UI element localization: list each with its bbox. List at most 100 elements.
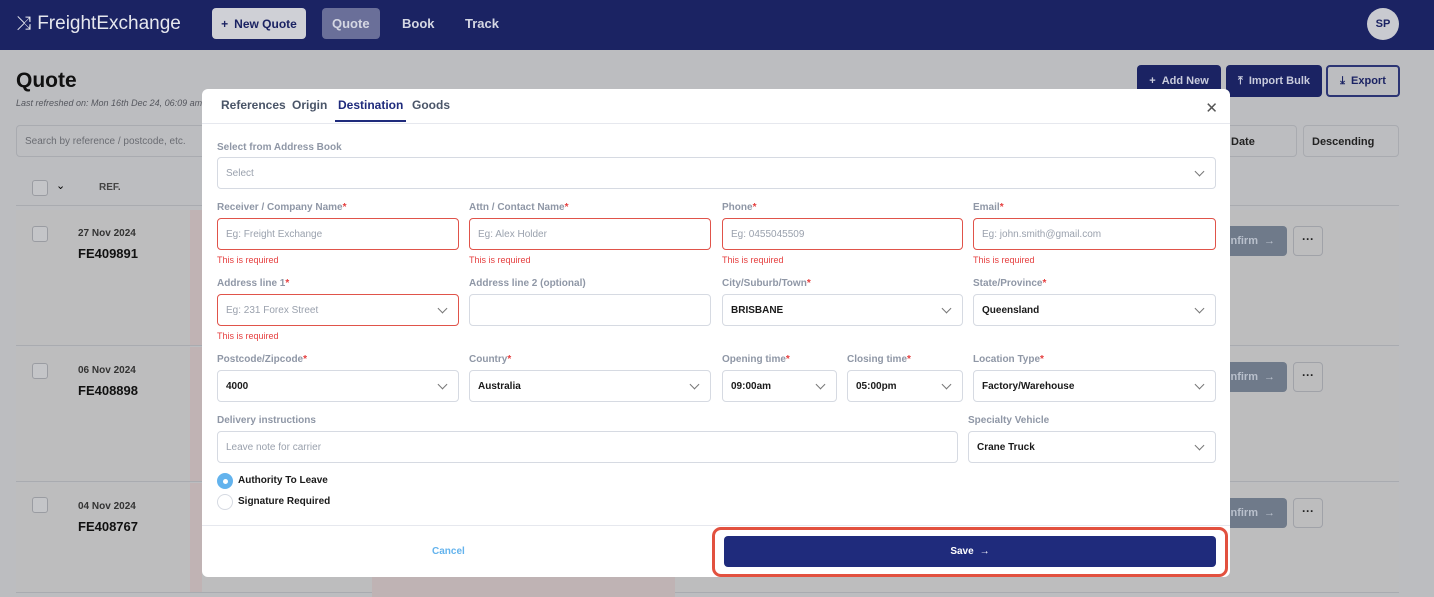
address-book-label: Select from Address Book xyxy=(217,142,342,153)
chevron-down-icon xyxy=(1194,166,1205,176)
plus-icon: + xyxy=(1149,75,1156,87)
more-button[interactable]: ··· xyxy=(1293,362,1323,392)
import-bulk-button[interactable]: ⤒ Import Bulk xyxy=(1226,65,1322,97)
company-label: Receiver / Company Name* xyxy=(217,202,347,213)
status-band xyxy=(372,577,675,597)
chevron-down-icon xyxy=(1194,303,1205,313)
signature-required-radio[interactable] xyxy=(217,494,233,510)
address2-label: Address line 2 (optional) xyxy=(469,278,586,289)
upload-icon: ⤒ xyxy=(1238,74,1243,87)
address1-label: Address line 1* xyxy=(217,278,290,289)
arrow-right-icon: → xyxy=(1264,371,1275,383)
opening-label: Opening time* xyxy=(722,354,790,365)
tab-origin[interactable]: Origin xyxy=(292,98,328,112)
city-label: City/Suburb/Town* xyxy=(722,278,811,289)
modal-footer-divider xyxy=(202,525,1230,526)
plus-icon: + xyxy=(221,16,229,31)
location-type-select[interactable]: Factory/Warehouse xyxy=(973,370,1216,402)
select-all-checkbox[interactable] xyxy=(32,180,48,196)
state-select[interactable]: Queensland xyxy=(973,294,1216,326)
more-button[interactable]: ··· xyxy=(1293,226,1323,256)
authority-to-leave-radio[interactable] xyxy=(217,473,233,489)
state-label: State/Province* xyxy=(973,278,1047,289)
nav-track[interactable]: Track xyxy=(465,16,499,31)
col-ref: REF. xyxy=(99,182,121,193)
opening-time-select[interactable]: 09:00am xyxy=(722,370,837,402)
more-button[interactable]: ··· xyxy=(1293,498,1323,528)
modal-tabs: References Origin Destination Goods ✕ xyxy=(202,89,1230,124)
company-name-input[interactable]: Eg: Freight Exchange xyxy=(217,218,459,250)
row-ref: FE408898 xyxy=(78,383,138,398)
company-error: This is required xyxy=(217,255,279,265)
chevron-down-icon xyxy=(815,379,826,389)
row-checkbox[interactable] xyxy=(32,497,48,513)
postcode-label: Postcode/Zipcode* xyxy=(217,354,308,365)
contact-error: This is required xyxy=(469,255,531,265)
contact-label: Attn / Contact Name* xyxy=(469,202,569,213)
chevron-down-icon xyxy=(1194,440,1205,450)
closing-label: Closing time* xyxy=(847,354,911,365)
logo[interactable]: ⤨ FreightExchange xyxy=(16,13,181,34)
row-ref: FE409891 xyxy=(78,246,138,261)
chevron-down-icon xyxy=(437,303,448,313)
page-title: Quote xyxy=(16,69,77,92)
save-button[interactable]: Save → xyxy=(724,536,1216,567)
country-select[interactable]: Australia xyxy=(469,370,711,402)
tab-destination[interactable]: Destination xyxy=(335,98,407,122)
chevron-down-icon xyxy=(941,303,952,313)
location-type-label: Location Type* xyxy=(973,354,1044,365)
address1-error: This is required xyxy=(217,331,279,341)
phone-error: This is required xyxy=(722,255,784,265)
row-date: 06 Nov 2024 xyxy=(78,365,136,376)
shuffle-icon: ⤨ xyxy=(16,13,32,34)
email-input[interactable]: Eg: john.smith@gmail.com xyxy=(973,218,1216,250)
close-icon[interactable]: ✕ xyxy=(1205,100,1218,117)
specialty-vehicle-select[interactable]: Crane Truck xyxy=(968,431,1216,463)
avatar[interactable]: SP xyxy=(1367,8,1399,40)
arrow-right-icon: → xyxy=(1264,507,1275,519)
chevron-down-icon xyxy=(1194,379,1205,389)
phone-label: Phone* xyxy=(722,202,757,213)
address-book-select[interactable]: Select xyxy=(217,157,1216,189)
status-strip xyxy=(190,483,202,592)
address-line2-input[interactable] xyxy=(469,294,711,326)
chevron-down-icon xyxy=(941,379,952,389)
download-icon: ⤓ xyxy=(1340,74,1346,87)
destination-modal: References Origin Destination Goods ✕ Se… xyxy=(202,89,1230,577)
cancel-button[interactable]: Cancel xyxy=(432,546,465,557)
delivery-instructions-input[interactable]: Leave note for carrier xyxy=(217,431,958,463)
authority-to-leave-label[interactable]: Authority To Leave xyxy=(238,475,328,486)
chevron-down-icon[interactable]: ⌄ xyxy=(56,180,66,192)
city-select[interactable]: BRISBANE xyxy=(722,294,963,326)
tab-goods[interactable]: Goods xyxy=(412,98,450,112)
country-label: Country* xyxy=(469,354,512,365)
email-label: Email* xyxy=(973,202,1004,213)
top-nav: ⤨ FreightExchange + New Quote Quote Book T… xyxy=(0,0,1434,50)
new-quote-button[interactable]: + New Quote xyxy=(212,8,306,39)
row-checkbox[interactable] xyxy=(32,226,48,242)
phone-input[interactable]: Eg: 0455045509 xyxy=(722,218,963,250)
status-strip xyxy=(190,210,202,345)
export-button[interactable]: ⤓ Export xyxy=(1326,65,1400,97)
tab-references[interactable]: References xyxy=(221,98,286,112)
sort-order-select[interactable]: Descending xyxy=(1303,125,1399,157)
nav-quote[interactable]: Quote xyxy=(322,8,380,39)
row-date: 27 Nov 2024 xyxy=(78,228,136,239)
last-refreshed: Last refreshed on: Mon 16th Dec 24, 06:0… xyxy=(16,98,202,108)
chevron-down-icon xyxy=(689,379,700,389)
vehicle-label: Specialty Vehicle xyxy=(968,415,1050,426)
search-input[interactable]: Search by reference / postcode, etc. xyxy=(16,125,216,157)
contact-name-input[interactable]: Eg: Alex Holder xyxy=(469,218,711,250)
nav-book[interactable]: Book xyxy=(402,16,435,31)
signature-required-label[interactable]: Signature Required xyxy=(238,496,331,507)
status-strip xyxy=(190,347,202,481)
postcode-select[interactable]: 4000 xyxy=(217,370,459,402)
row-checkbox[interactable] xyxy=(32,363,48,379)
chevron-down-icon xyxy=(437,379,448,389)
email-error: This is required xyxy=(973,255,1035,265)
row-ref: FE408767 xyxy=(78,519,138,534)
arrow-right-icon: → xyxy=(1264,235,1275,247)
arrow-right-icon: → xyxy=(979,546,990,557)
closing-time-select[interactable]: 05:00pm xyxy=(847,370,963,402)
address-line1-input[interactable]: Eg: 231 Forex Street xyxy=(217,294,459,326)
